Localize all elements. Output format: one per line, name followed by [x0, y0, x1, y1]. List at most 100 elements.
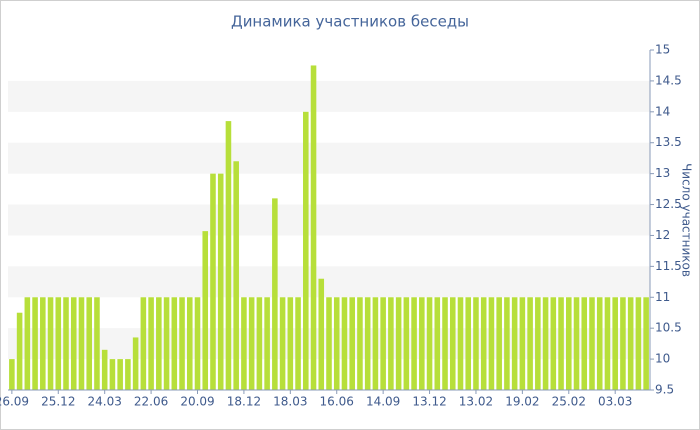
- bar: [117, 359, 123, 390]
- bar: [364, 297, 371, 390]
- x-tick-label: 22.06: [134, 395, 168, 409]
- y-tick-label: 10: [655, 352, 670, 366]
- x-tick-label: 14.09: [366, 395, 400, 409]
- bar: [357, 297, 363, 390]
- bar: [488, 297, 495, 390]
- bar: [627, 297, 634, 390]
- y-tick-label: 11.5: [655, 259, 682, 273]
- bar: [47, 297, 54, 390]
- bar: [504, 297, 510, 390]
- bar: [473, 297, 479, 390]
- bar: [70, 297, 77, 390]
- x-tick-label: 16.06: [320, 395, 354, 409]
- bar: [241, 297, 247, 390]
- bar: [372, 297, 379, 390]
- bar: [527, 297, 533, 390]
- bar: [16, 312, 23, 390]
- y-tick-label: 14: [655, 104, 670, 118]
- bar: [86, 297, 93, 390]
- grid-band: [8, 266, 650, 298]
- y-tick-label: 11: [655, 290, 670, 304]
- bar: [156, 297, 162, 390]
- bar: [179, 297, 185, 390]
- bar: [63, 297, 69, 390]
- y-tick-label: 15: [655, 43, 670, 57]
- bar: [318, 278, 325, 390]
- bar: [279, 297, 286, 390]
- bar: [411, 297, 417, 390]
- bar: [163, 297, 170, 390]
- bar: [217, 173, 224, 390]
- bar: [94, 297, 100, 390]
- bar: [9, 359, 15, 390]
- y-tick-label: 13.5: [655, 135, 682, 149]
- x-tick-label: 03.03: [598, 395, 632, 409]
- y-tick-label: 9.5: [655, 383, 674, 397]
- bar: [272, 198, 278, 390]
- x-tick-label: 24.03: [88, 395, 122, 409]
- bar: [303, 111, 309, 391]
- bar: [542, 297, 549, 390]
- bar: [388, 297, 394, 390]
- bar: [264, 297, 270, 390]
- bar: [573, 297, 580, 390]
- bar: [465, 297, 472, 390]
- x-tick-label: 13.02: [459, 395, 493, 409]
- bar: [109, 359, 116, 390]
- bar: [55, 297, 62, 390]
- bar: [612, 297, 618, 390]
- bar: [225, 121, 232, 390]
- y-tick-label: 13: [655, 166, 670, 180]
- bar: [186, 297, 193, 390]
- y-tick-label: 12: [655, 228, 670, 242]
- bar: [40, 297, 46, 390]
- bar: [349, 297, 355, 390]
- bar: [511, 297, 518, 390]
- bar: [287, 297, 294, 390]
- bar: [596, 297, 603, 390]
- chart-title: Динамика участников беседы: [231, 13, 469, 31]
- bar: [24, 297, 31, 390]
- x-tick-label: 18.03: [273, 395, 307, 409]
- grid-band: [8, 204, 650, 236]
- bar: [210, 173, 216, 390]
- bar: [635, 297, 642, 390]
- x-tick-label: 20.09: [180, 395, 214, 409]
- bar: [248, 297, 255, 390]
- y-tick-label: 10.5: [655, 321, 682, 335]
- bar: [233, 161, 239, 390]
- bar: [295, 297, 301, 390]
- y-tick-label: 12.5: [655, 197, 682, 211]
- bar: [550, 297, 557, 390]
- x-tick-label: 25.02: [552, 395, 586, 409]
- bar: [395, 297, 402, 390]
- bar: [333, 297, 340, 390]
- x-tick-label: 19.02: [505, 395, 539, 409]
- bar: [326, 297, 332, 390]
- bar: [643, 297, 649, 390]
- bar: [78, 297, 85, 390]
- bar: [519, 297, 526, 390]
- bar: [581, 297, 588, 390]
- bar: [125, 359, 131, 390]
- bar: [434, 297, 441, 390]
- bar: [442, 297, 448, 390]
- bar: [380, 297, 386, 390]
- bar: [140, 297, 147, 390]
- bar: [620, 297, 626, 390]
- bar: [449, 297, 456, 390]
- bar: [32, 297, 38, 390]
- bar: [419, 297, 425, 390]
- x-tick-label: 26.09: [0, 395, 29, 409]
- bar: [171, 297, 178, 390]
- bar: [256, 297, 263, 390]
- x-tick-label: 13.12: [412, 395, 446, 409]
- bar: [426, 297, 433, 390]
- bar: [132, 337, 139, 390]
- bar: [101, 349, 108, 390]
- bar: [310, 65, 317, 391]
- x-tick-label: 18.12: [227, 395, 261, 409]
- bar: [604, 297, 611, 390]
- bar: [565, 297, 572, 390]
